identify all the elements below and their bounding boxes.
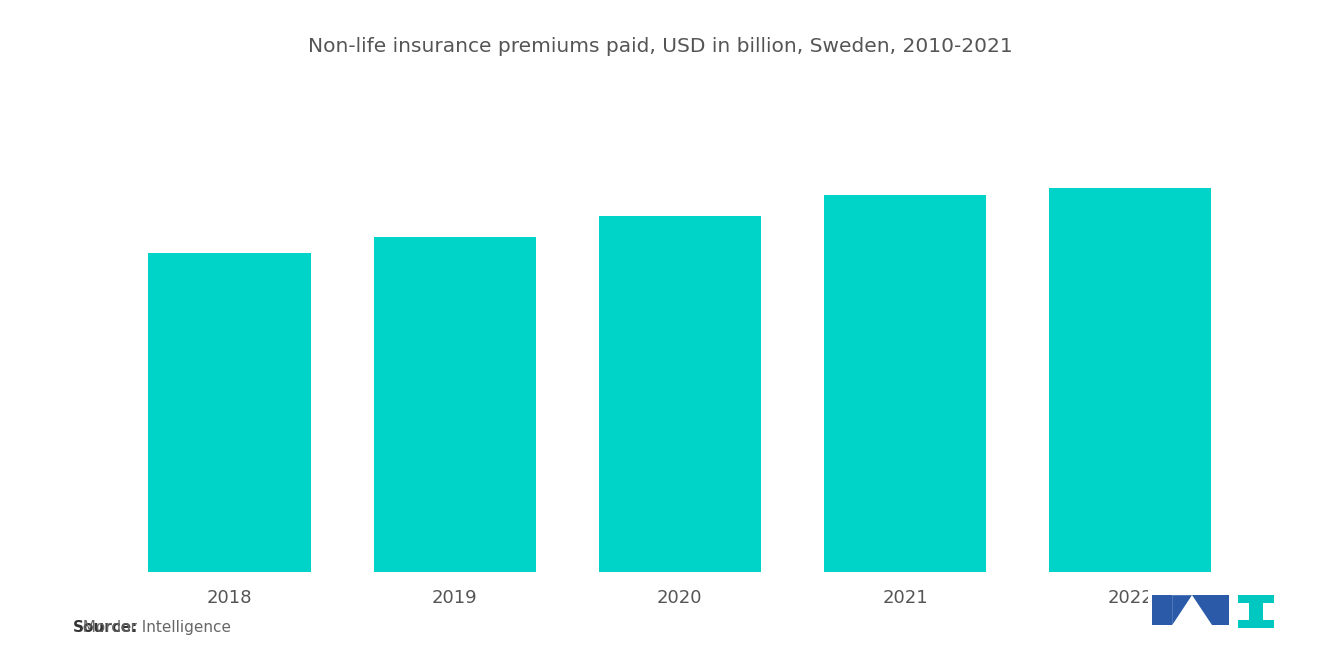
Polygon shape [1212,595,1229,625]
Polygon shape [1249,603,1263,620]
Polygon shape [1238,620,1274,628]
Bar [824,195,986,572]
Bar [1049,188,1212,572]
Text: Source:: Source: [73,620,139,635]
Bar [374,237,536,572]
Text: Non-life insurance premiums paid, USD in billion, Sweden, 2010-2021: Non-life insurance premiums paid, USD in… [308,37,1012,56]
Text: Mordor Intelligence: Mordor Intelligence [73,620,231,635]
Polygon shape [1152,595,1172,625]
Polygon shape [1172,595,1192,625]
Bar [148,253,310,572]
Polygon shape [1238,595,1274,603]
Polygon shape [1192,595,1212,625]
Bar [599,215,760,572]
